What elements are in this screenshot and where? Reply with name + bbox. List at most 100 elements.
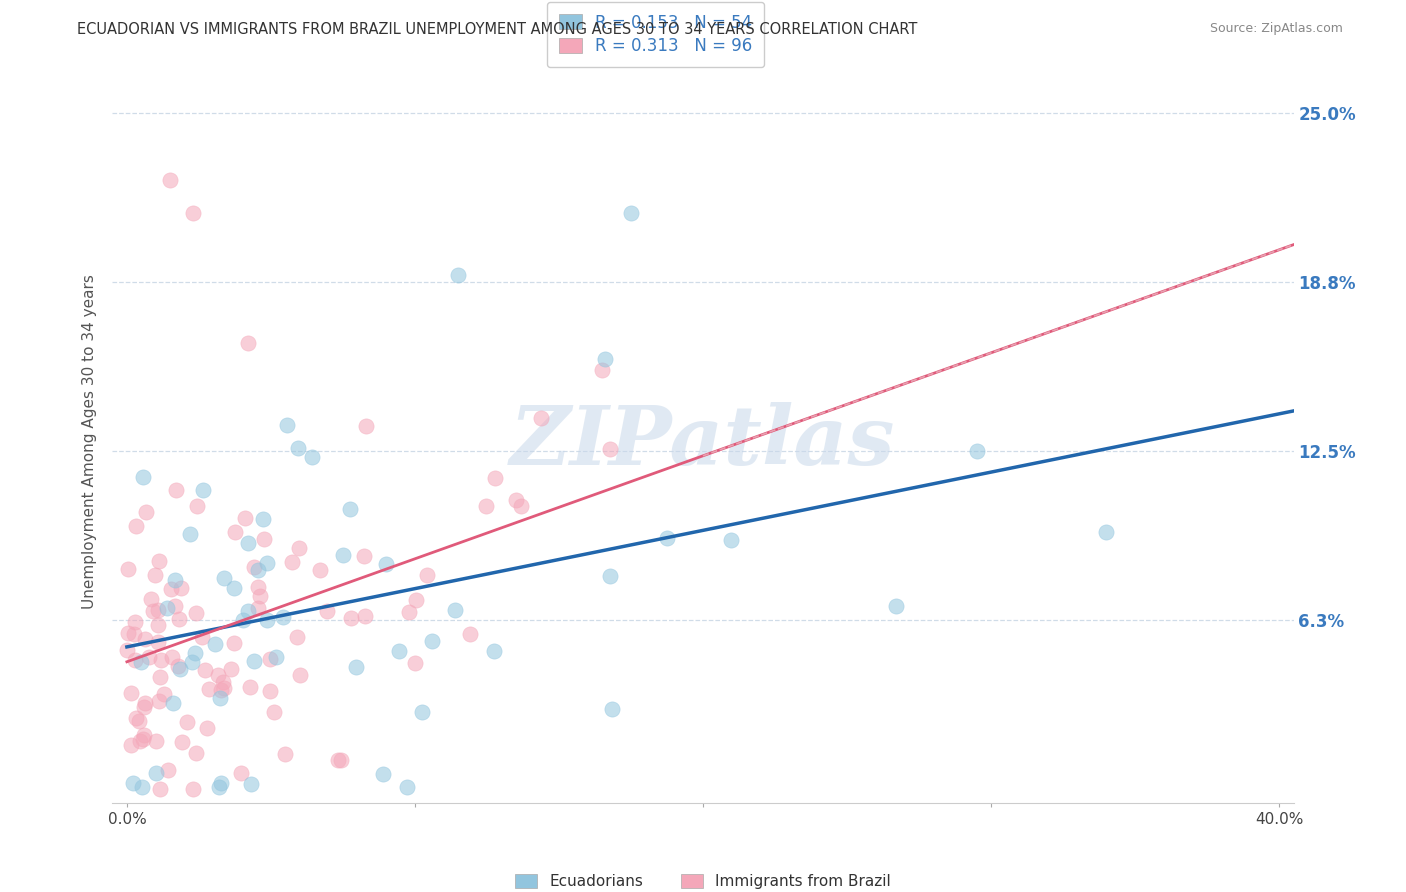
Point — [194, 663, 217, 677]
Point — [371, 767, 394, 781]
Legend: Ecuadorians, Immigrants from Brazil: Ecuadorians, Immigrants from Brazil — [509, 868, 897, 892]
Point — [474, 499, 496, 513]
Point — [204, 637, 226, 651]
Point — [599, 442, 621, 456]
Point — [207, 668, 229, 682]
Point — [170, 734, 193, 748]
Point — [395, 780, 418, 794]
Point — [117, 626, 139, 640]
Point — [150, 652, 173, 666]
Y-axis label: Unemployment Among Ages 30 to 34 years: Unemployment Among Ages 30 to 34 years — [82, 274, 97, 609]
Point — [271, 610, 294, 624]
Point — [356, 419, 378, 434]
Point — [132, 728, 155, 742]
Point — [256, 556, 278, 570]
Point — [212, 571, 235, 585]
Point — [148, 782, 170, 797]
Point — [124, 653, 146, 667]
Point — [160, 650, 183, 665]
Point — [212, 681, 235, 695]
Point — [232, 613, 254, 627]
Point — [599, 568, 621, 582]
Point — [163, 599, 186, 613]
Point — [288, 668, 311, 682]
Point — [128, 733, 150, 747]
Point — [120, 738, 142, 752]
Point — [411, 705, 433, 719]
Point — [169, 582, 191, 596]
Point — [340, 611, 363, 625]
Point — [287, 631, 309, 645]
Point — [159, 173, 181, 187]
Point — [131, 780, 153, 794]
Point — [186, 746, 208, 760]
Point — [138, 650, 160, 665]
Point — [181, 782, 204, 797]
Point — [287, 441, 309, 455]
Point — [263, 705, 285, 719]
Point — [238, 536, 260, 550]
Point — [339, 501, 361, 516]
Point — [620, 206, 643, 220]
Point — [120, 686, 142, 700]
Point — [256, 613, 278, 627]
Point — [132, 700, 155, 714]
Point — [134, 697, 156, 711]
Point — [160, 582, 183, 596]
Point — [375, 558, 398, 572]
Point — [211, 674, 233, 689]
Point — [301, 450, 323, 465]
Point — [195, 721, 218, 735]
Point — [420, 633, 443, 648]
Point — [129, 656, 152, 670]
Text: Source: ZipAtlas.com: Source: ZipAtlas.com — [1209, 22, 1343, 36]
Point — [280, 555, 302, 569]
Point — [266, 649, 288, 664]
Point — [209, 690, 232, 705]
Point — [143, 568, 166, 582]
Text: ZIPatlas: ZIPatlas — [510, 401, 896, 482]
Point — [208, 780, 231, 794]
Point — [146, 618, 169, 632]
Point — [1095, 525, 1118, 540]
Point — [165, 483, 187, 497]
Point — [655, 531, 678, 545]
Point — [530, 410, 553, 425]
Point — [276, 417, 298, 432]
Point — [416, 567, 439, 582]
Point — [447, 268, 470, 282]
Point — [238, 604, 260, 618]
Point — [132, 470, 155, 484]
Point — [191, 630, 214, 644]
Point — [224, 581, 246, 595]
Point — [121, 776, 143, 790]
Point — [124, 615, 146, 629]
Point — [239, 777, 262, 791]
Point — [332, 549, 354, 563]
Point — [259, 652, 281, 666]
Point — [591, 363, 613, 377]
Point — [169, 662, 191, 676]
Point — [309, 563, 332, 577]
Point — [505, 492, 527, 507]
Point — [274, 747, 297, 762]
Point — [219, 662, 242, 676]
Point — [247, 581, 270, 595]
Point — [236, 335, 259, 350]
Point — [224, 525, 246, 540]
Text: ECUADORIAN VS IMMIGRANTS FROM BRAZIL UNEMPLOYMENT AMONG AGES 30 TO 34 YEARS CORR: ECUADORIAN VS IMMIGRANTS FROM BRAZIL UNE… — [77, 22, 918, 37]
Point — [482, 643, 505, 657]
Point — [233, 511, 256, 525]
Point — [125, 518, 148, 533]
Point — [149, 670, 172, 684]
Point — [243, 654, 266, 668]
Point — [181, 206, 204, 220]
Point — [344, 659, 367, 673]
Point — [209, 776, 232, 790]
Point — [122, 627, 145, 641]
Point — [458, 626, 481, 640]
Point — [146, 634, 169, 648]
Point — [184, 646, 207, 660]
Point — [720, 533, 742, 547]
Point — [253, 532, 276, 546]
